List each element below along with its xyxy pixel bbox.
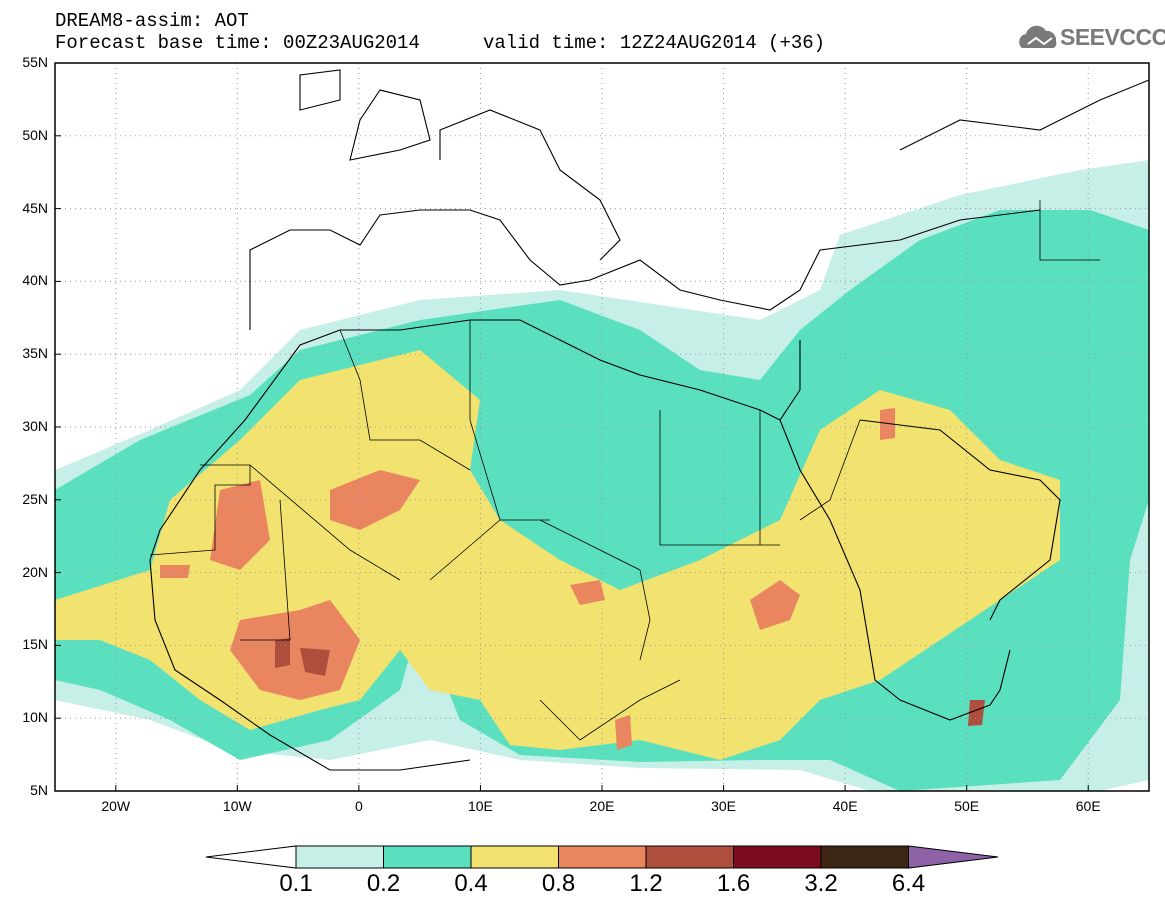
lat-label: 25N: [22, 490, 48, 507]
colorbar-label: 0.2: [366, 870, 401, 897]
lon-label: 30E: [711, 798, 736, 814]
colorbar-high-arrow: [908, 845, 999, 869]
colorbar-label: 0.1: [279, 870, 313, 897]
aot-band-0.8-f: [615, 715, 632, 750]
lat-label: 30N: [22, 418, 48, 434]
cloud-icon: [1019, 25, 1057, 48]
lat-label: 50N: [22, 126, 48, 143]
lon-label: 10W: [222, 798, 252, 814]
lat-label: 45N: [22, 199, 48, 216]
borders: [149, 200, 1100, 741]
title-product: DREAM8-assim: AOT: [55, 10, 249, 32]
colorbar-label: 1.2: [629, 870, 663, 897]
aot-band-0.8-g: [880, 408, 895, 440]
title-valid-time: valid time: 12Z24AUG2014 (+36): [483, 32, 826, 54]
colorbar: [205, 845, 999, 869]
aot-band-1.2-c: [968, 700, 985, 726]
colorbar-label: 6.4: [891, 870, 926, 897]
lon-label: 40E: [832, 798, 858, 814]
colorbar-label: 3.2: [804, 870, 838, 897]
lon-label: 20W: [101, 798, 131, 814]
lon-label: 50E: [954, 798, 980, 814]
lat-label: 35N: [22, 345, 48, 362]
aot-band-0.8-e: [570, 580, 605, 605]
colorbar-label: 0.8: [541, 870, 576, 897]
lat-label: 5N: [30, 782, 48, 798]
lon-label: 60E: [1075, 798, 1101, 814]
colorbar-segment-7: [820, 845, 909, 869]
lon-label: 0: [354, 798, 363, 814]
colorbar-segment-4: [558, 845, 647, 869]
colorbar-low-arrow: [205, 845, 297, 869]
lat-label: 10N: [22, 709, 48, 726]
colorbar-label: 0.4: [454, 870, 488, 897]
lon-label: 10E: [467, 798, 493, 814]
aot-band-1.2-a: [275, 638, 290, 668]
lat-label: 40N: [22, 272, 48, 289]
colorbar-segment-1: [295, 845, 384, 869]
colorbar-segment-3: [470, 845, 559, 869]
colorbar-segment-2: [383, 845, 472, 869]
aot-band-0.8-b: [230, 600, 360, 700]
coastlines: [149, 69, 1150, 771]
aot-band-0.8-a: [210, 480, 270, 570]
lon-label: 20E: [589, 798, 615, 814]
colorbar-label: 1.6: [716, 870, 751, 897]
lat-label: 15N: [22, 636, 48, 653]
axis-ticks: [55, 62, 1089, 792]
title-base-time: Forecast base time: 00Z23AUG2014: [55, 32, 420, 54]
aot-band-1.2-b: [300, 648, 330, 676]
colorbar-segment-6: [733, 845, 822, 869]
aot-band-0.8-h: [160, 565, 190, 578]
colorbar-segment-5: [645, 845, 734, 869]
lat-label: 55N: [22, 54, 48, 70]
lat-label: 20N: [22, 563, 48, 580]
logo-text: SEEVCCC: [1060, 24, 1165, 50]
aot-band-0.8-d: [750, 580, 800, 630]
